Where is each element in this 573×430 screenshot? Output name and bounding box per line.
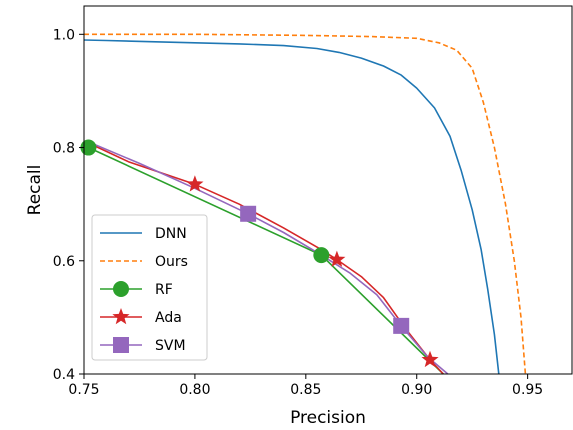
data-point-ada [328,250,346,267]
y-tick-label: 1.0 [53,27,75,43]
y-tick-label: 0.8 [53,141,75,157]
x-tick-label: 0.85 [290,382,321,398]
data-point-svm [393,317,410,334]
legend-label-dnn: DNN [155,226,187,242]
y-tick-label: 0.6 [53,254,75,270]
data-point-svm [240,205,257,222]
y-axis-title: Recall [25,165,45,216]
data-point-ada [186,175,204,192]
series-line-dnn [84,39,500,375]
y-axis: 0.4 0.6 0.8 1.0 [53,27,84,383]
legend: DNN Ours RF Ada SVM [91,214,208,361]
x-tick-label: 0.80 [179,382,210,398]
legend-label-rf: RF [155,282,173,298]
legend-marker-ada [112,308,130,325]
legend-label-ada: Ada [155,310,182,326]
data-point-rf [313,247,330,264]
y-tick-label: 0.4 [53,367,75,383]
legend-label-svm: SVM [155,338,186,354]
legend-marker-svm [113,337,129,353]
legend-box [91,214,208,361]
x-axis: 0.75 0.80 0.85 0.90 0.95 [68,374,543,398]
plot-frame [83,5,573,375]
legend-marker-rf [113,281,129,297]
x-tick-label: 0.95 [512,382,543,398]
legend-label-ours: Ours [155,254,188,270]
x-axis-title: Precision [290,408,366,428]
data-point-ada [421,350,439,368]
x-tick-label: 0.75 [68,382,99,398]
series-line-ours [84,33,527,375]
x-tick-label: 0.90 [401,382,432,398]
